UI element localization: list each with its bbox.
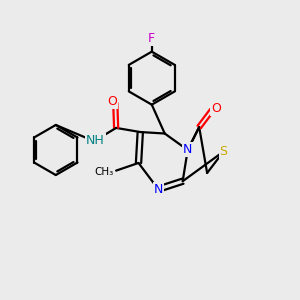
Text: O: O — [211, 102, 221, 115]
Text: N: N — [183, 143, 192, 157]
Text: S: S — [220, 145, 228, 158]
Text: NH: NH — [86, 134, 105, 147]
Text: O: O — [107, 95, 117, 108]
Text: F: F — [148, 32, 155, 45]
Text: CH₃: CH₃ — [94, 167, 113, 177]
Text: N: N — [154, 183, 163, 196]
